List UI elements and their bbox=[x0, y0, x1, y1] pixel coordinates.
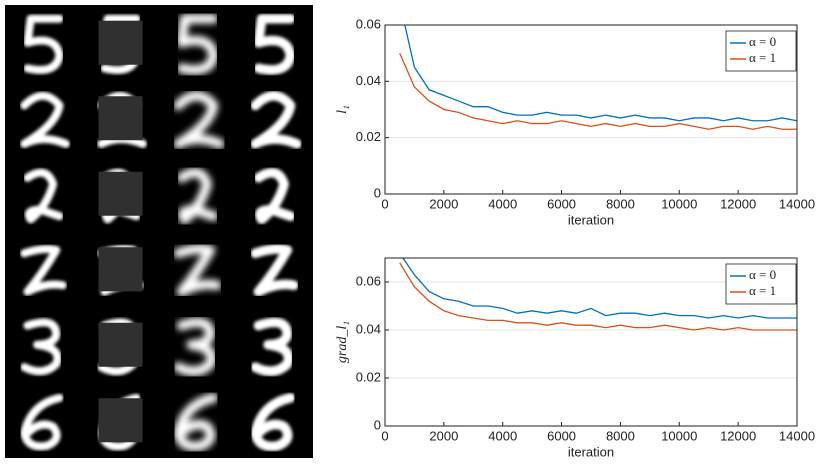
axes-box bbox=[384, 24, 798, 195]
occlusion bbox=[98, 398, 143, 443]
occlusion bbox=[98, 322, 143, 367]
occlusion bbox=[98, 96, 143, 141]
x-axis-label: iteration bbox=[568, 212, 614, 227]
x-tick-label: 4000 bbox=[488, 428, 517, 443]
digit bbox=[20, 393, 64, 451]
x-tick-label: 8000 bbox=[606, 428, 635, 443]
occlusion bbox=[98, 171, 143, 216]
x-tick-label: 0 bbox=[381, 428, 388, 443]
x-tick-label: 2000 bbox=[429, 196, 458, 211]
y-tick-label: 0.04 bbox=[356, 321, 381, 336]
digit bbox=[23, 168, 64, 224]
x-tick-label: 6000 bbox=[547, 196, 576, 211]
digit bbox=[250, 393, 296, 452]
series-line bbox=[399, 52, 797, 130]
legend-label: α = 1 bbox=[749, 50, 776, 65]
x-tick-label: 2000 bbox=[429, 428, 458, 443]
digit bbox=[250, 91, 302, 149]
digit bbox=[23, 14, 64, 74]
digit bbox=[176, 167, 219, 225]
x-tick-label: 12000 bbox=[720, 428, 756, 443]
x-tick-label: 6000 bbox=[547, 428, 576, 443]
y-tick-label: 0.02 bbox=[356, 369, 381, 384]
digit bbox=[20, 318, 62, 376]
digit bbox=[173, 91, 225, 149]
digit bbox=[250, 244, 299, 297]
y-tick-label: 0.04 bbox=[356, 73, 381, 88]
y-axis-label: grad_l₁ bbox=[335, 321, 350, 363]
digit bbox=[253, 167, 296, 225]
y-tick-label: 0.06 bbox=[356, 16, 381, 31]
digit-grid bbox=[20, 13, 302, 452]
y-tick-label: 0.02 bbox=[356, 129, 381, 144]
x-tick-label: 14000 bbox=[779, 196, 815, 211]
legend-box bbox=[725, 263, 797, 305]
x-tick-label: 8000 bbox=[606, 196, 635, 211]
y-tick-label: 0.06 bbox=[356, 273, 381, 288]
digit bbox=[176, 13, 219, 75]
series-line bbox=[404, 25, 797, 122]
legend-label: α = 1 bbox=[749, 283, 776, 298]
legend-label: α = 0 bbox=[749, 267, 776, 282]
legend-label: α = 0 bbox=[749, 34, 776, 49]
x-tick-label: 4000 bbox=[488, 196, 517, 211]
series-line bbox=[402, 258, 797, 319]
occlusion bbox=[98, 247, 143, 292]
digit bbox=[250, 317, 294, 376]
digit bbox=[20, 245, 67, 296]
digit bbox=[173, 317, 217, 376]
legend-box bbox=[725, 30, 797, 72]
series-line bbox=[399, 262, 797, 331]
digit bbox=[173, 244, 222, 297]
occlusion bbox=[98, 20, 143, 65]
x-tick-label: 10000 bbox=[661, 428, 697, 443]
x-axis-label: iteration bbox=[568, 444, 614, 459]
y-axis-label: l₁ bbox=[335, 105, 350, 114]
x-tick-label: 10000 bbox=[661, 196, 697, 211]
image-panel bbox=[5, 5, 313, 458]
x-tick-label: 12000 bbox=[720, 196, 756, 211]
x-tick-label: 0 bbox=[381, 196, 388, 211]
digit bbox=[253, 13, 296, 75]
digit bbox=[20, 91, 70, 148]
axes-box bbox=[384, 257, 798, 427]
digit bbox=[173, 393, 219, 452]
y-tick-label: 0 bbox=[374, 417, 381, 432]
y-tick-label: 0 bbox=[374, 185, 381, 200]
x-tick-label: 14000 bbox=[779, 428, 815, 443]
